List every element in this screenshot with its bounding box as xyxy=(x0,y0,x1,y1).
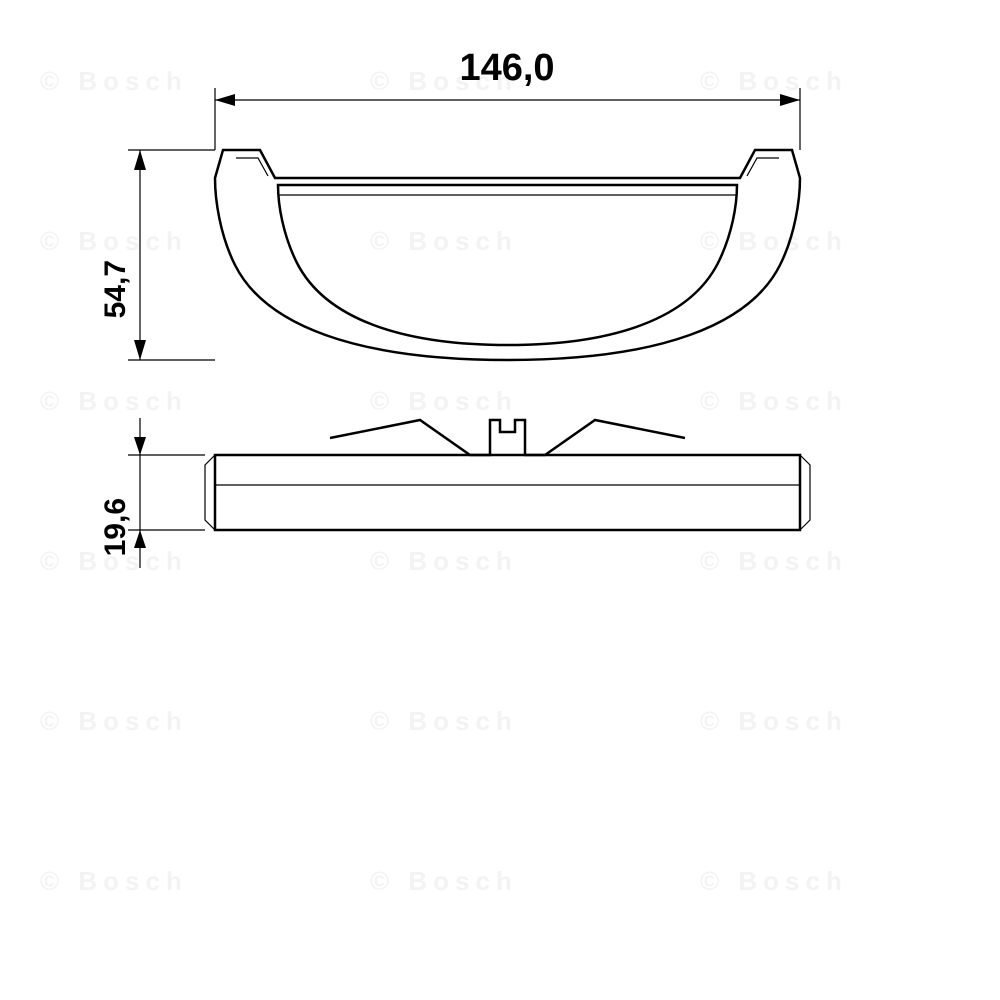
wm: © Bosch xyxy=(40,706,188,736)
side-view xyxy=(205,420,810,530)
wm: © Bosch xyxy=(40,386,188,416)
wm: © Bosch xyxy=(370,386,518,416)
wm: © Bosch xyxy=(370,706,518,736)
wm: © Bosch xyxy=(40,866,188,896)
dim-width-value: 146,0 xyxy=(459,47,554,89)
watermark-layer: © Bosch © Bosch © Bosch © Bosch © Bosch … xyxy=(40,66,848,896)
wm: © Bosch xyxy=(40,66,188,96)
wm: © Bosch xyxy=(700,706,848,736)
pad-side-rect xyxy=(215,455,800,530)
wm: © Bosch xyxy=(700,546,848,576)
wm: © Bosch xyxy=(40,226,188,256)
tech-drawing: © Bosch © Bosch © Bosch © Bosch © Bosch … xyxy=(0,0,1000,1000)
wm: © Bosch xyxy=(700,386,848,416)
dim-thick-value: 19,6 xyxy=(99,498,132,556)
dim-height-value: 54,7 xyxy=(99,260,132,318)
wm: © Bosch xyxy=(700,866,848,896)
dim-width: 146,0 xyxy=(215,47,800,150)
retainer-clip xyxy=(330,420,685,455)
wm: © Bosch xyxy=(370,866,518,896)
pad-friction-outline xyxy=(278,185,737,345)
wm: © Bosch xyxy=(370,226,518,256)
wm: © Bosch xyxy=(370,546,518,576)
wm: © Bosch xyxy=(700,66,848,96)
